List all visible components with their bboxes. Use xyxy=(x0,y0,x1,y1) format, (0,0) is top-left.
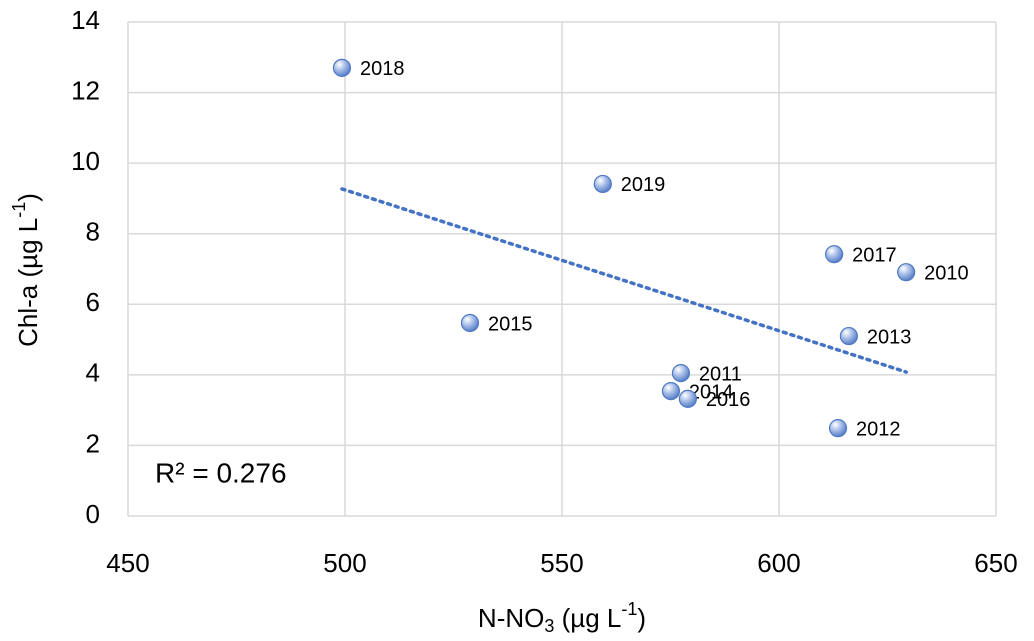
x-title-part: (µg L xyxy=(554,603,621,633)
point xyxy=(593,174,612,194)
point xyxy=(671,363,691,383)
point-label: 2018 xyxy=(360,58,405,80)
y-title-sup: -1 xyxy=(9,202,29,218)
r-squared: R² = 0.276 xyxy=(155,457,287,488)
y-tick-label: 12 xyxy=(71,75,100,105)
x-title-part: N-NO xyxy=(478,603,544,633)
point-label: 2011 xyxy=(699,363,742,385)
x-tick-label: 500 xyxy=(323,548,366,578)
point-label: 2014 xyxy=(689,381,734,403)
y-tick-label: 8 xyxy=(86,217,100,247)
x-title-part: ) xyxy=(637,603,646,633)
x-tick-label: 550 xyxy=(540,548,583,578)
point-label: 2015 xyxy=(488,313,533,335)
x-title-sub: 3 xyxy=(544,616,554,636)
point-label: 2013 xyxy=(867,326,912,348)
y-tick-label: 2 xyxy=(86,428,100,458)
point xyxy=(332,58,352,77)
point xyxy=(828,419,848,438)
point xyxy=(839,326,858,346)
y-tick-label: 6 xyxy=(86,287,100,317)
y-tick-label: 14 xyxy=(71,5,100,35)
point-label: 2012 xyxy=(856,418,901,440)
point xyxy=(825,245,844,264)
y-axis-title: Chl-a (µg L-1) xyxy=(9,193,43,347)
x-tick-label: 650 xyxy=(974,548,1017,578)
x-axis-title: N-NO3 (µg L-1) xyxy=(478,599,646,636)
point-label: 2010 xyxy=(924,262,969,284)
y-tick-label: 0 xyxy=(86,499,100,529)
x-tick-label: 450 xyxy=(106,548,149,578)
x-tick-label: 600 xyxy=(757,548,800,578)
point-label: 2016 xyxy=(706,389,751,411)
point xyxy=(460,313,480,333)
point xyxy=(678,389,697,408)
point xyxy=(661,381,681,401)
y-tick-label: 4 xyxy=(86,358,100,388)
trendline xyxy=(340,187,908,374)
y-title-part: ) xyxy=(13,193,43,202)
point xyxy=(897,263,916,282)
point-label: 2017 xyxy=(852,244,897,266)
y-title-part: Chl-a (µg L xyxy=(13,218,43,347)
y-tick-label: 10 xyxy=(71,146,100,176)
x-title-sup: -1 xyxy=(621,599,637,619)
point-label: 2019 xyxy=(621,174,666,196)
